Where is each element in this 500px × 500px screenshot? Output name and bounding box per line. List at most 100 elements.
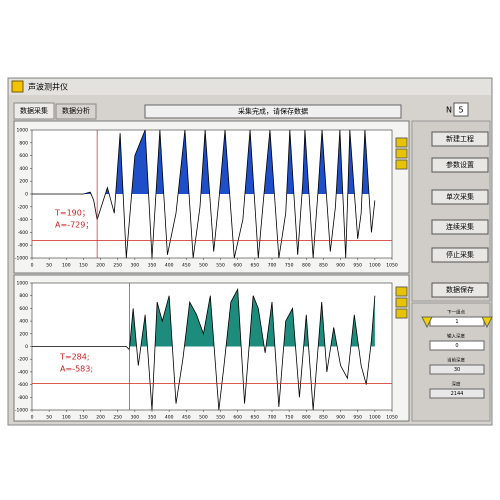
button-label[interactable]: 连续采集 <box>446 222 474 231</box>
n-value[interactable]: 5 <box>458 106 463 115</box>
x-tick-label: 850 <box>319 263 328 269</box>
tool-icon[interactable] <box>395 159 408 170</box>
y-tick-label: -400 <box>18 217 28 223</box>
x-tick-label: 1000 <box>369 263 381 269</box>
x-tick-label: 500 <box>199 415 208 421</box>
field-label: 当前深度 <box>447 357 465 364</box>
tool-icon[interactable] <box>395 286 408 297</box>
button-label[interactable]: 新建工程 <box>446 134 474 143</box>
x-tick-label: 600 <box>233 263 242 269</box>
x-tick-label: 950 <box>353 263 362 269</box>
x-tick-label: 150 <box>79 263 88 269</box>
x-tick-label: 1050 <box>386 415 398 421</box>
waveform <box>32 129 376 259</box>
y-tick-label: 400 <box>19 319 28 325</box>
x-tick-label: 100 <box>62 415 71 421</box>
waveform <box>32 287 376 411</box>
tab-label[interactable]: 数据采集 <box>20 106 48 115</box>
x-tick-label: 300 <box>131 415 140 421</box>
app-icon <box>11 80 24 93</box>
button-label[interactable]: 停止采集 <box>446 250 474 259</box>
annotation: A=-583; <box>60 365 93 374</box>
x-tick-label: 100 <box>62 263 71 269</box>
x-tick-label: 150 <box>79 415 88 421</box>
button[interactable] <box>431 157 489 173</box>
y-tick-label: 0 <box>25 192 28 198</box>
x-tick-label: 0 <box>31 263 34 269</box>
tool-icon[interactable] <box>395 308 408 319</box>
button[interactable] <box>431 131 489 147</box>
x-tick-label: 850 <box>319 415 328 421</box>
y-tick-label: -600 <box>18 230 28 236</box>
y-tick-label: -800 <box>18 395 28 401</box>
y-tick-label: -200 <box>18 357 28 363</box>
x-tick-label: 350 <box>148 263 157 269</box>
x-tick-label: 350 <box>148 415 157 421</box>
annotation: T=284; <box>59 353 90 362</box>
x-tick-label: 250 <box>113 415 122 421</box>
window-title: 声波测井仪 <box>28 82 68 92</box>
button-label[interactable]: 数据保存 <box>446 285 474 294</box>
x-tick-label: 200 <box>96 263 105 269</box>
y-tick-label: -200 <box>18 204 28 210</box>
tool-icon[interactable] <box>395 297 408 308</box>
status-box <box>144 104 402 119</box>
tool-icon[interactable] <box>395 137 408 148</box>
x-tick-label: 950 <box>353 415 362 421</box>
arrow-button[interactable] <box>481 316 493 329</box>
annotation: T=190； <box>54 209 90 218</box>
y-tick-label: -400 <box>18 369 28 375</box>
tab[interactable] <box>13 102 55 120</box>
y-tick-label: 600 <box>19 306 28 312</box>
y-tick-label: -1000 <box>15 256 28 262</box>
y-tick-label: 200 <box>19 331 28 337</box>
positive-fill <box>32 289 375 347</box>
title-bar <box>9 79 491 95</box>
button-label[interactable]: 参数设置 <box>446 160 474 169</box>
x-tick-label: 450 <box>182 263 191 269</box>
x-tick-label: 700 <box>268 415 277 421</box>
x-tick-label: 550 <box>216 263 225 269</box>
x-tick-label: 800 <box>302 415 311 421</box>
x-tick-label: 50 <box>46 415 52 421</box>
button[interactable] <box>431 247 489 263</box>
button[interactable] <box>431 282 489 298</box>
n-input[interactable] <box>453 102 469 117</box>
button[interactable] <box>431 219 489 235</box>
x-tick-label: 450 <box>182 415 191 421</box>
x-tick-label: 300 <box>131 263 140 269</box>
x-tick-label: 700 <box>268 263 277 269</box>
x-tick-label: 1000 <box>369 415 381 421</box>
field-value: 1 <box>455 319 458 325</box>
field-input[interactable] <box>429 340 485 351</box>
x-tick-label: 50 <box>46 263 52 269</box>
y-tick-label: 800 <box>19 140 28 146</box>
tool-icon[interactable] <box>395 148 408 159</box>
tab-label[interactable]: 数据分析 <box>62 106 90 115</box>
x-tick-label: 400 <box>165 263 174 269</box>
y-tick-label: 0 <box>25 344 28 350</box>
x-tick-label: 800 <box>302 263 311 269</box>
arrow-button[interactable] <box>421 316 433 329</box>
y-tick-label: 200 <box>19 179 28 185</box>
x-tick-label: 250 <box>113 263 122 269</box>
x-tick-label: 650 <box>251 415 260 421</box>
y-tick-label: 800 <box>19 293 28 299</box>
tab[interactable] <box>55 103 97 120</box>
button-label[interactable]: 单次采集 <box>446 192 474 201</box>
status-text: 采集完成，请保存数据 <box>238 107 308 116</box>
field-label: 输入深度 <box>447 333 465 340</box>
y-tick-label: 1000 <box>17 281 29 287</box>
x-tick-label: 900 <box>336 263 345 269</box>
field-value: 30 <box>454 367 460 373</box>
button[interactable] <box>431 189 489 205</box>
field-value: 0 <box>455 343 458 349</box>
button-panel <box>411 120 491 302</box>
x-tick-label: 650 <box>251 263 260 269</box>
field-label: 下一组点 <box>447 309 465 316</box>
field-input <box>429 364 485 375</box>
n-label: N <box>446 106 452 115</box>
y-tick-label: 600 <box>19 153 28 159</box>
